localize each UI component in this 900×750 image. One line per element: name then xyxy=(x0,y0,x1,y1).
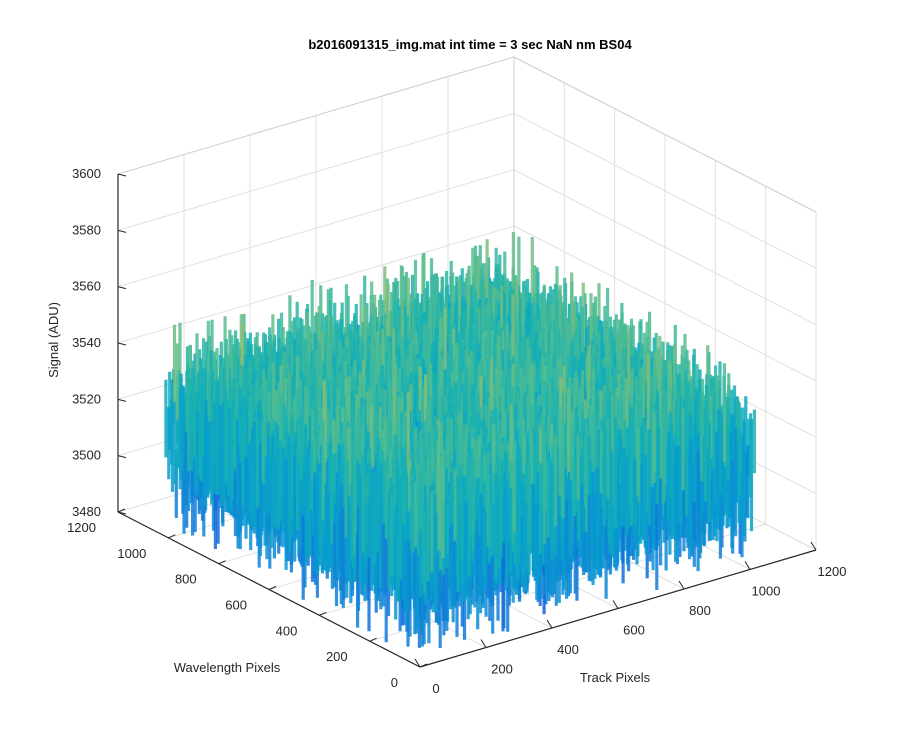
noise-surface xyxy=(164,232,757,648)
back-wall-grid-line xyxy=(117,169,515,288)
box-edge xyxy=(117,56,515,175)
right-wall-grid-line xyxy=(513,169,817,326)
right-wall-grid-line xyxy=(513,112,817,269)
box-edge xyxy=(513,56,817,213)
back-wall-grid-line xyxy=(117,112,515,231)
right-wall-grid-line xyxy=(513,225,817,382)
back-wall-grid-line xyxy=(117,225,515,344)
